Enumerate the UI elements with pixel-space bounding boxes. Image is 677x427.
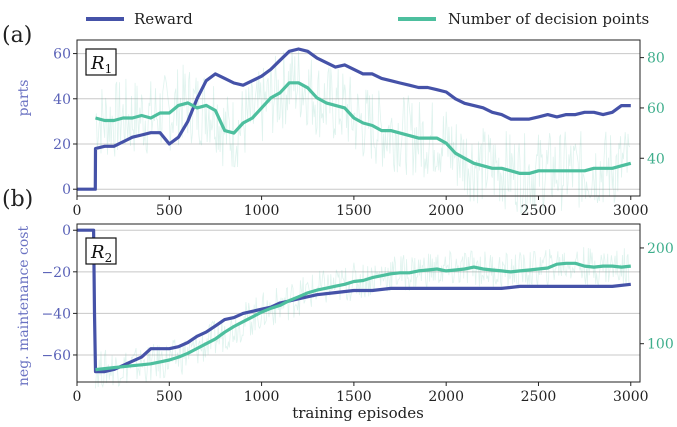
legend-decision-label: Number of decision points [448,10,649,28]
panel-a: (a) parts 0 500 1000 1500 2000 2500 3000 0 20 40 6… [2,23,665,219]
panel-b-tag: R2 [85,237,117,265]
x-tick-label: 2000 [428,203,464,219]
y-right-tick-label: 100 [647,337,674,353]
reward-series-line [77,47,631,191]
x-tick-label: 1000 [244,389,280,405]
panel-a-tag: R1 [85,48,117,76]
x-tick-label: 0 [73,203,82,219]
plot-frame [76,223,641,383]
decision-points-series-line [95,261,631,372]
panel-b-letter: (b) [2,187,33,212]
decision-points-series-line [95,81,632,175]
reward-series-line [77,228,631,374]
panel-b-ticks: 0 500 1000 1500 2000 2500 3000 0 −20 −40 −60 100 200 [41,223,673,405]
decision-points-raw-trace [95,247,630,389]
y-left-tick-label: 0 [62,182,71,198]
x-tick-label: 2500 [521,203,557,219]
panel-a-ylabel: parts [16,80,32,117]
y-left-tick-label: 40 [53,92,71,108]
panel-a-plot [76,39,641,214]
panel-b-ylabel: neg. maintenance cost [16,226,32,387]
panel-a-tag-box [85,48,117,76]
y-right-tick-label: 60 [647,101,665,117]
panel-b-plot [76,223,641,389]
x-tick-label: 500 [156,203,183,219]
panel-b: (b) neg. maintenance cost training episo… [2,187,674,422]
panel-b-xlabel: training episodes [292,404,424,422]
y-left-tick-label: −20 [41,265,71,281]
x-tick-label: 1000 [244,203,280,219]
y-left-tick-label: 20 [53,137,71,153]
x-tick-label: 1500 [336,389,372,405]
x-tick-label: 0 [73,389,82,405]
panel-a-letter: (a) [2,23,32,48]
legend-reward-label: Reward [134,10,193,28]
x-tick-label: 1500 [336,203,372,219]
legend: Reward Number of decision points [86,10,649,28]
plot-frame [76,39,641,197]
decision-points-raw-trace [95,49,631,214]
x-tick-label: 500 [156,389,183,405]
x-tick-label: 2500 [521,389,557,405]
y-left-tick-label: −60 [41,348,71,364]
x-tick-label: 3000 [613,203,649,219]
y-right-tick-label: 40 [647,151,665,167]
panel-b-tag-text: R2 [90,242,112,265]
x-tick-label: 3000 [613,389,649,405]
y-left-tick-label: −40 [41,306,71,322]
y-left-tick-label: 0 [62,223,71,239]
panel-a-ticks: 0 500 1000 1500 2000 2500 3000 0 20 40 60 40 60 80 [53,47,665,219]
y-right-tick-label: 200 [647,241,674,257]
panel-a-tag-text: R1 [90,53,112,76]
y-right-tick-label: 80 [647,51,665,67]
y-left-tick-label: 60 [53,47,71,63]
x-tick-label: 2000 [428,389,464,405]
panel-b-tag-box [85,237,117,265]
